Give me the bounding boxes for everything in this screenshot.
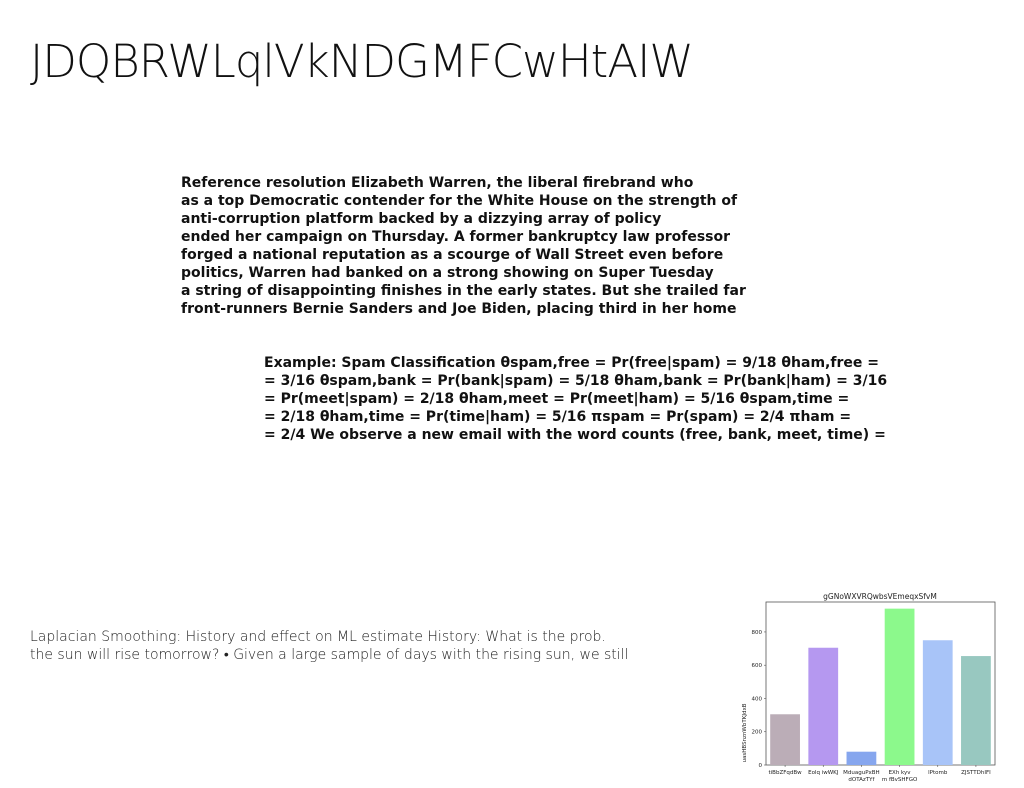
page-title: JDQBRWLqlVkNDGMFCwHtAIW (30, 35, 694, 88)
y-tick-label: 800 (752, 630, 763, 636)
paragraph-line: politics, Warren had banked on a strong … (181, 265, 714, 281)
x-tick-label: Eolq iwWKJ (808, 770, 839, 776)
paragraph-line: Laplacian Smoothing: History and effect … (30, 629, 606, 645)
paragraph-line: Reference resolution Elizabeth Warren, t… (181, 175, 694, 191)
y-tick-label: 400 (752, 696, 763, 702)
laplacian-smoothing-paragraph: Laplacian Smoothing: History and effect … (30, 628, 628, 664)
bar-3 (884, 608, 915, 765)
x-tick-label: tiBbZFqdBw (769, 770, 803, 776)
y-axis-label: uasHBSnznWbTKJdxB (742, 703, 748, 762)
x-tick-label: EXh kyv m fBvSHFGO (882, 770, 918, 783)
paragraph-line: = 2/18 θham,time = Pr(time|ham) = 5/16 π… (264, 409, 852, 425)
spam-classification-paragraph: Example: Spam Classification θspam,free … (264, 354, 887, 444)
warren-paragraph: Reference resolution Elizabeth Warren, t… (181, 174, 746, 318)
x-tick-label: ZJSTTDhIFI (961, 770, 991, 776)
bar-5 (961, 656, 991, 765)
bar-0 (770, 714, 800, 765)
chart-title: gGNoWXVRQwbsVEmeqxSfvM (823, 592, 937, 601)
x-axis: tiBbZFqdBw Eolq iwWKJ MduaguPxBH dOTAzTYfEX… (769, 765, 991, 783)
paragraph-line: anti-corruption platform backed by a diz… (181, 211, 662, 227)
bar-chart: gGNoWXVRQwbsVEmeqxSfvM uasHBSnznWbTKJdxB… (720, 588, 1020, 788)
paragraph-line: forged a national reputation as a scourg… (181, 247, 724, 263)
y-tick-label: 600 (752, 663, 763, 669)
bar-1 (808, 647, 839, 765)
paragraph-line: as a top Democratic contender for the Wh… (181, 193, 738, 209)
y-axis: 0 200 400 600 800 (752, 630, 766, 769)
x-tick-label: lPtomb (928, 770, 948, 776)
bar-4 (922, 640, 953, 765)
paragraph-line: the sun will rise tomorrow? • Given a la… (30, 647, 629, 663)
bar-chart-svg: gGNoWXVRQwbsVEmeqxSfvM uasHBSnznWbTKJdxB… (742, 592, 996, 783)
bar-2 (846, 751, 877, 765)
paragraph-line: = Pr(meet|spam) = 2/18 θham,meet = Pr(me… (264, 391, 850, 407)
x-tick-label: MduaguPxBH dOTAzTYf (843, 770, 880, 783)
plot-frame (765, 601, 996, 766)
y-tick-label: 200 (752, 730, 763, 736)
paragraph-line: = 3/16 θspam,bank = Pr(bank|spam) = 5/18… (264, 373, 888, 389)
y-tick-label: 0 (759, 763, 763, 769)
paragraph-line: = 2/4 We observe a new email with the wo… (264, 427, 886, 443)
paragraph-line: Example: Spam Classification θspam,free … (264, 355, 879, 371)
paragraph-line: a string of disappointing finishes in th… (181, 283, 746, 299)
paragraph-line: ended her campaign on Thursday. A former… (181, 229, 731, 245)
bars-group (770, 608, 991, 765)
paragraph-line: front-runners Bernie Sanders and Joe Bid… (181, 301, 737, 317)
